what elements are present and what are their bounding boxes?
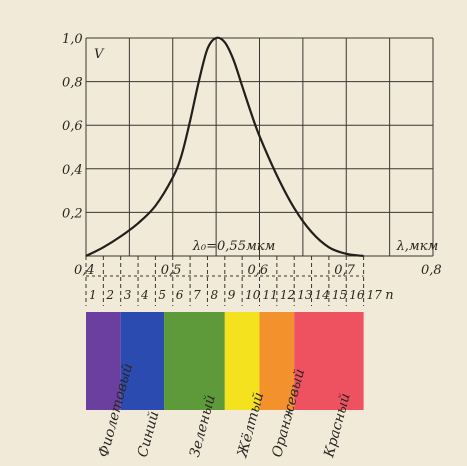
band-label: Синий	[135, 410, 163, 460]
labels-layer: 0,2 0,4 0,6 0,8 1,0 V 0,4 0,5 0,6 0,7 0,8 λ,мкм λ₀=0…	[62, 32, 442, 460]
y-tick-label: 0,8	[62, 76, 83, 91]
subdivision-label: 2	[105, 288, 114, 302]
y-tick-label: 0,4	[62, 163, 83, 178]
x-tick-label: 0,6	[248, 263, 269, 278]
subdivision-label: 6	[176, 288, 184, 302]
subdivision-scale	[85, 256, 365, 306]
y-axis-label: V	[94, 47, 105, 62]
subdivision-label: 15	[332, 288, 347, 302]
x-axis-label: λ,мкм	[396, 239, 439, 254]
subdivision-label: 13	[297, 288, 313, 302]
x-tick-label: 0,5	[161, 263, 182, 278]
subdivision-label: 5	[158, 288, 166, 302]
y-tick-label: 1,0	[62, 32, 83, 47]
spectrum-band	[294, 312, 364, 410]
subdivision-axis-label: n	[385, 288, 393, 303]
x-tick-label: 0,7	[334, 263, 355, 278]
spectrum-band	[259, 312, 295, 410]
subdivision-label: 17	[367, 288, 383, 302]
spectrum-bands	[86, 312, 364, 410]
x-tick-label: 0,8	[421, 263, 442, 278]
sensitivity-curve	[85, 36, 364, 258]
subdivision-label: 3	[124, 288, 132, 302]
y-tick-label: 0,6	[62, 119, 83, 134]
y-tick-label: 0,2	[62, 206, 83, 221]
spectrum-band	[86, 312, 121, 410]
peak-annotation: λ₀=0,55мкм	[192, 239, 276, 254]
subdivision-label: 9	[228, 288, 236, 302]
spectrum-band	[164, 312, 225, 410]
curve-layer	[85, 36, 364, 258]
subdivision-label: 7	[193, 288, 201, 302]
subdivision-label: 11	[263, 288, 278, 302]
subdivision-label: 16	[349, 288, 365, 302]
subdivision-label: 4	[140, 288, 149, 302]
spectrum-band	[120, 312, 165, 410]
subdivision-label: 8	[210, 288, 218, 302]
subdivision-label: 14	[315, 288, 330, 302]
subdivision-label: 12	[280, 288, 295, 302]
subdivision-label: 10	[245, 288, 261, 302]
spectrum-band	[224, 312, 260, 410]
x-tick-label: 0,4	[74, 263, 95, 278]
grid	[85, 37, 434, 257]
subdivision-label: 1	[89, 288, 97, 302]
